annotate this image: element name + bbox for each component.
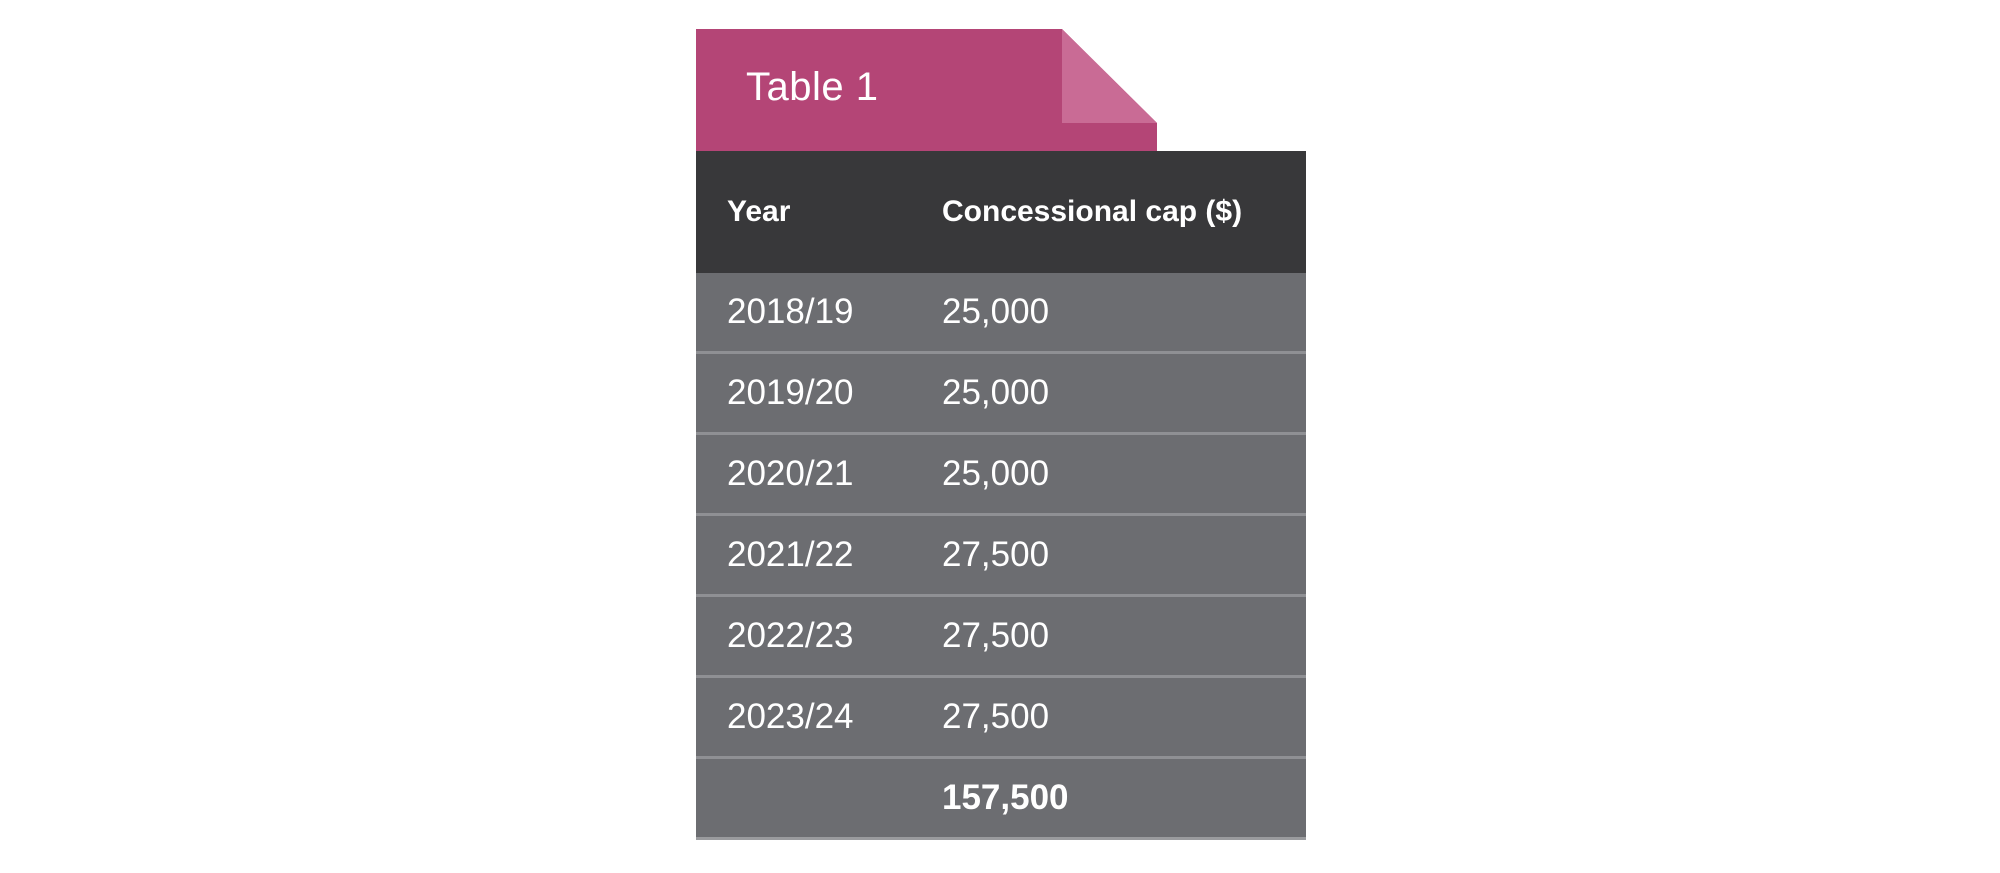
table-document: Table 1 Year Concessional cap ($) 2018/1… (696, 29, 1306, 840)
table-tab: Table 1 (696, 29, 1157, 151)
cell-cap: 27,500 (942, 616, 1050, 655)
cell-year: 2019/20 (727, 373, 854, 412)
cell-cap: 27,500 (942, 535, 1050, 574)
cell-year: 2018/19 (727, 292, 854, 331)
table-row: 2019/20 25,000 (696, 354, 1306, 435)
table-row: 2018/19 25,000 (696, 273, 1306, 354)
table-total-row: 157,500 (696, 759, 1306, 840)
table-title: Table 1 (746, 65, 879, 109)
cell-year: 2021/22 (727, 535, 854, 574)
cell-cap: 25,000 (942, 373, 1050, 412)
header-concessional-cap: Concessional cap ($) (942, 195, 1243, 228)
total-cap-cell: 157,500 (942, 778, 1069, 817)
cell-cap: 25,000 (942, 454, 1050, 493)
table-row: 2022/23 27,500 (696, 597, 1306, 678)
folded-corner-icon (696, 29, 1157, 151)
table-row: 2021/22 27,500 (696, 516, 1306, 597)
cell-year: 2023/24 (727, 697, 854, 736)
table-row: 2020/21 25,000 (696, 435, 1306, 516)
cell-year: 2020/21 (727, 454, 854, 493)
data-table: Year Concessional cap ($) 2018/19 25,000… (696, 151, 1306, 840)
header-year: Year (727, 195, 791, 228)
cell-cap: 27,500 (942, 697, 1050, 736)
cell-year: 2022/23 (727, 616, 854, 655)
table-header-row: Year Concessional cap ($) (696, 151, 1306, 273)
table-row: 2023/24 27,500 (696, 678, 1306, 759)
cell-cap: 25,000 (942, 292, 1050, 331)
